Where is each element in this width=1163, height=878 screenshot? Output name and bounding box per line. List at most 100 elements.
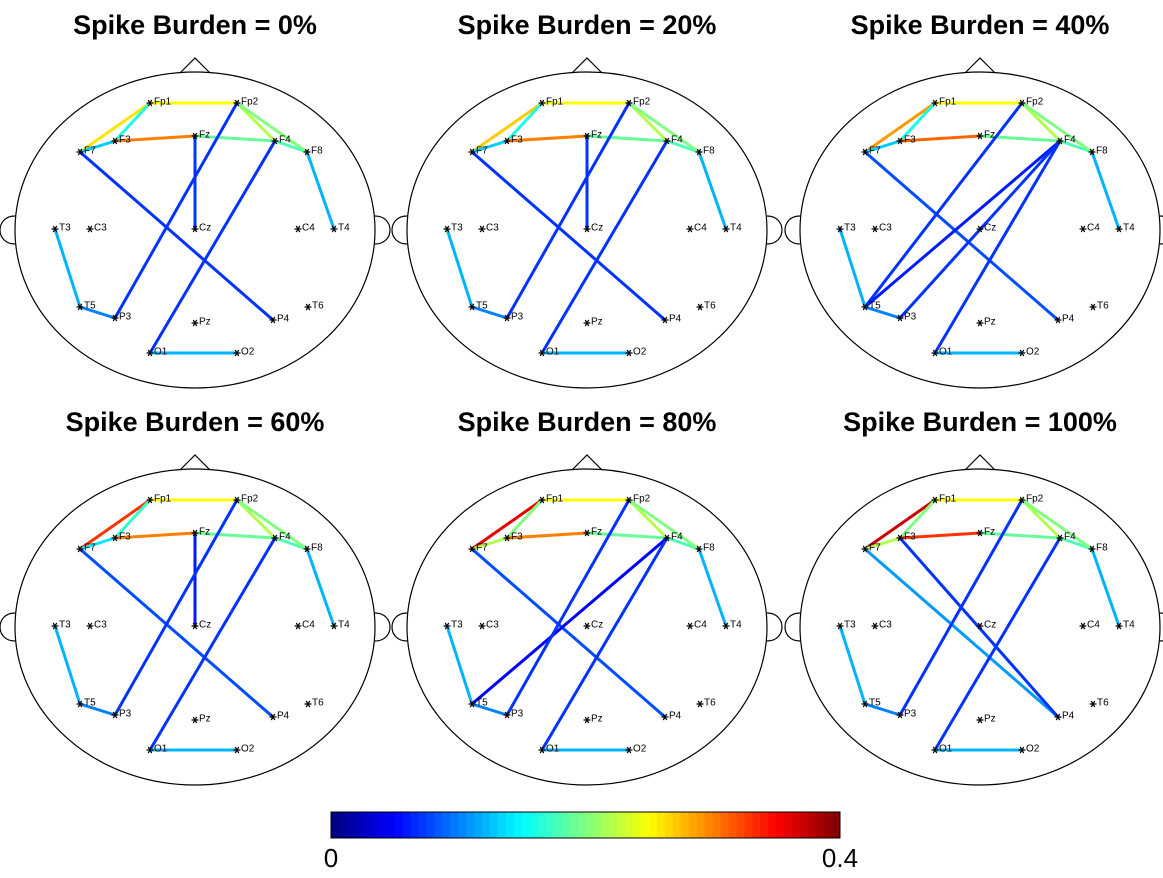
electrode-marker xyxy=(77,545,83,553)
electrode-marker xyxy=(626,746,632,754)
electrode-label: C3 xyxy=(94,620,107,631)
electrode-marker xyxy=(584,225,590,233)
electrode-marker xyxy=(77,148,83,156)
electrode-marker xyxy=(504,137,510,145)
electrode-marker xyxy=(539,349,545,357)
electrode-marker xyxy=(1080,225,1086,233)
electrode-marker xyxy=(697,700,703,708)
electrode-label: Fp2 xyxy=(241,494,259,505)
colorbar-step xyxy=(641,812,650,838)
electrode-label: T5 xyxy=(869,698,881,709)
colorbar-step xyxy=(672,812,682,838)
electrode-marker xyxy=(331,622,337,630)
electrode-label: F7 xyxy=(476,543,488,554)
electrode-marker xyxy=(192,622,198,630)
edge xyxy=(1020,101,1062,143)
electrode-marker xyxy=(723,225,729,233)
electrode-label: Fp1 xyxy=(546,494,564,505)
colorbar-step xyxy=(577,812,586,838)
electrode-marker xyxy=(837,225,843,233)
edge xyxy=(540,536,669,752)
electrode-marker xyxy=(1019,496,1025,504)
electrode-label: P4 xyxy=(669,711,682,722)
colorbar-step xyxy=(688,812,698,838)
edge xyxy=(1058,536,1094,551)
edge xyxy=(1020,498,1094,551)
edge xyxy=(978,134,1062,143)
electrode-label: Fz xyxy=(199,527,210,538)
electrode-label: F7 xyxy=(84,543,96,554)
edge xyxy=(505,101,544,143)
electrode-marker xyxy=(147,496,153,504)
colorbar-step xyxy=(505,812,515,838)
electrode-label: T6 xyxy=(1097,698,1109,709)
electrode-label: C4 xyxy=(302,223,315,234)
electrode-marker xyxy=(331,225,337,233)
electrode-label: T5 xyxy=(476,301,488,312)
electrode-label: T4 xyxy=(730,620,742,631)
nose xyxy=(962,454,998,473)
electrode-label: F4 xyxy=(671,135,683,146)
colorbar-step xyxy=(720,812,730,838)
edge xyxy=(863,547,1060,719)
electrode-marker xyxy=(872,622,878,630)
electrode-marker xyxy=(1090,303,1096,311)
electrode-label: F3 xyxy=(119,532,131,543)
electrode-marker xyxy=(147,349,153,357)
electrode-marker xyxy=(1090,700,1096,708)
colorbar-step xyxy=(402,812,412,838)
colorbar-step xyxy=(378,812,388,838)
electrode-label: Pz xyxy=(591,714,603,725)
colorbar-step xyxy=(346,812,356,838)
electrode-label: Fz xyxy=(984,130,995,141)
electrode-label: Fp2 xyxy=(633,97,651,108)
colorbar-step xyxy=(752,812,761,838)
electrode-marker xyxy=(932,349,938,357)
electrode-marker xyxy=(1055,713,1061,721)
electrode-label: Fp1 xyxy=(546,97,564,108)
electrode-marker xyxy=(87,225,93,233)
electrode-marker xyxy=(504,711,510,719)
electrode-marker xyxy=(192,716,198,724)
electrode-label: T4 xyxy=(338,620,350,631)
edge xyxy=(78,536,117,551)
electrode-marker xyxy=(932,746,938,754)
edge xyxy=(235,498,309,551)
electrode-label: F8 xyxy=(703,543,715,554)
electrode-marker xyxy=(87,622,93,630)
electrode-label: P3 xyxy=(904,709,917,720)
colorbar-step xyxy=(394,812,404,838)
electrode-label: T5 xyxy=(84,698,96,709)
electrode-label: T6 xyxy=(1097,301,1109,312)
colorbar-step xyxy=(482,812,491,838)
electrode-marker xyxy=(444,225,450,233)
electrode-marker xyxy=(687,622,693,630)
electrode-label: F8 xyxy=(1096,543,1108,554)
colorbar-step xyxy=(569,812,579,838)
colorbar-step xyxy=(418,812,427,838)
colorbar-step xyxy=(808,812,817,838)
electrode-label: P4 xyxy=(669,314,682,325)
colorbar-step xyxy=(537,812,547,838)
electrode-marker xyxy=(897,711,903,719)
electrode-label: T6 xyxy=(704,301,716,312)
edge xyxy=(470,536,509,551)
electrode-label: P3 xyxy=(119,709,132,720)
edge xyxy=(113,531,197,540)
colorbar-step xyxy=(529,812,539,838)
electrode-marker xyxy=(112,711,118,719)
electrode-marker xyxy=(1019,349,1025,357)
panel-title: Spike Burden = 60% xyxy=(66,407,325,437)
edge xyxy=(148,536,277,752)
edge xyxy=(898,498,937,540)
electrode-label: Cz xyxy=(591,620,603,631)
electrode-label: T3 xyxy=(844,620,856,631)
electrode-marker xyxy=(270,316,276,324)
edge xyxy=(1058,139,1094,154)
ear-right xyxy=(374,612,391,642)
electrode-marker xyxy=(304,148,310,156)
electrode-marker xyxy=(584,319,590,327)
edge xyxy=(585,134,669,143)
edge xyxy=(863,150,1060,322)
